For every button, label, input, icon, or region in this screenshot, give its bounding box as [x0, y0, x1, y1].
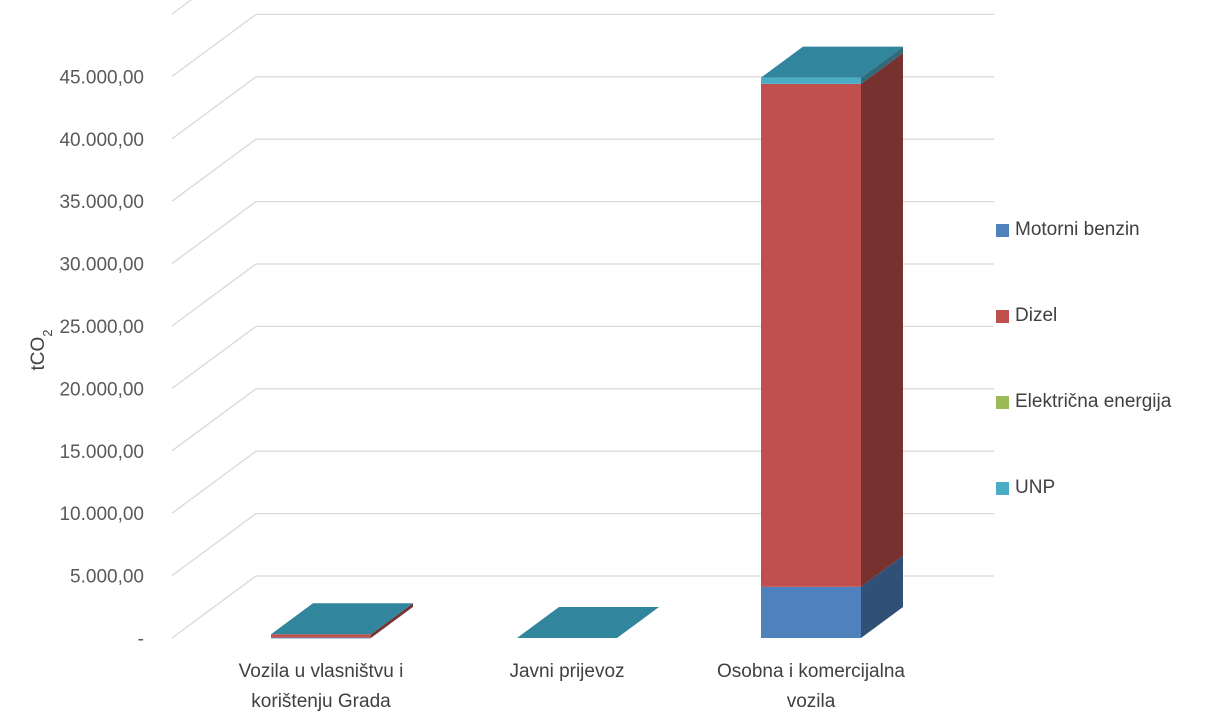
bar-top-face	[271, 603, 413, 635]
gridline	[171, 575, 994, 639]
category-label: korištenju Grada	[251, 691, 391, 712]
gridline	[171, 138, 994, 202]
legend-label: Električna energija	[1015, 391, 1172, 412]
legend-item: Motorni benzin	[996, 218, 1140, 242]
legend-item: Električna energija	[996, 390, 1171, 414]
bar-segment-front	[761, 83, 861, 587]
category-label: Vozila u vlasništvu i	[239, 661, 404, 682]
gridline	[171, 512, 994, 577]
bar-segment-side	[861, 555, 903, 638]
bars	[271, 46, 903, 639]
gridline	[171, 450, 994, 514]
legend-label: Motorni benzin	[1015, 219, 1140, 240]
category-label: vozila	[787, 691, 836, 712]
bar-segment-side	[861, 52, 903, 587]
bar-segment-front	[761, 586, 861, 638]
y-tick-label: 20.000,00	[59, 379, 144, 400]
y-axis-title: tCO2	[28, 329, 55, 370]
gridline	[171, 76, 994, 140]
y-axis-title-main: tCO	[28, 337, 49, 371]
y-tick-label: 15.000,00	[59, 442, 144, 463]
gridline	[171, 388, 994, 452]
y-tick-label: 25.000,00	[59, 317, 144, 338]
y-axis-ticks: - 5.000,00 10.000,00 15.000,00 20.000,00 25.0…	[59, 67, 144, 650]
y-tick-label: -	[138, 629, 144, 650]
legend-swatch	[996, 481, 1009, 495]
bar-segment-front	[761, 77, 861, 84]
gridline	[171, 0, 193, 15]
y-tick-label: 30.000,00	[59, 255, 144, 276]
bar-top-face	[761, 46, 903, 78]
legend-item: UNP	[996, 476, 1055, 500]
gridline	[171, 263, 994, 327]
y-tick-label: 40.000,00	[59, 130, 144, 151]
gridline	[171, 200, 994, 265]
bar-segment-front	[271, 634, 371, 638]
gridline	[171, 325, 994, 389]
bar-segment-front	[271, 637, 371, 639]
x-axis-categories: Vozila u vlasništvu i korištenju Grada Jav…	[239, 661, 906, 712]
category-label: Javni prijevoz	[509, 661, 624, 682]
bar-top-face	[517, 607, 659, 638]
gridlines	[171, 0, 994, 639]
bar-segment-side	[371, 603, 413, 638]
y-tick-label: 45.000,00	[59, 67, 144, 88]
category-label: Osobna i komercijalna	[717, 661, 905, 682]
y-tick-label: 35.000,00	[59, 192, 144, 213]
legend-label: UNP	[1015, 477, 1056, 498]
y-axis-title-subscript: 2	[40, 329, 55, 336]
legend-swatch	[996, 395, 1009, 409]
gridline	[171, 13, 994, 77]
legend-swatch	[996, 309, 1009, 323]
bar-segment-side	[861, 46, 903, 84]
legend-swatch	[996, 223, 1009, 237]
y-tick-label: 10.000,00	[59, 504, 144, 525]
bar-segment-side	[371, 606, 413, 638]
legend-item: Dizel	[996, 304, 1057, 328]
legend-label: Dizel	[1015, 305, 1058, 326]
y-tick-label: 5.000,00	[70, 567, 144, 588]
